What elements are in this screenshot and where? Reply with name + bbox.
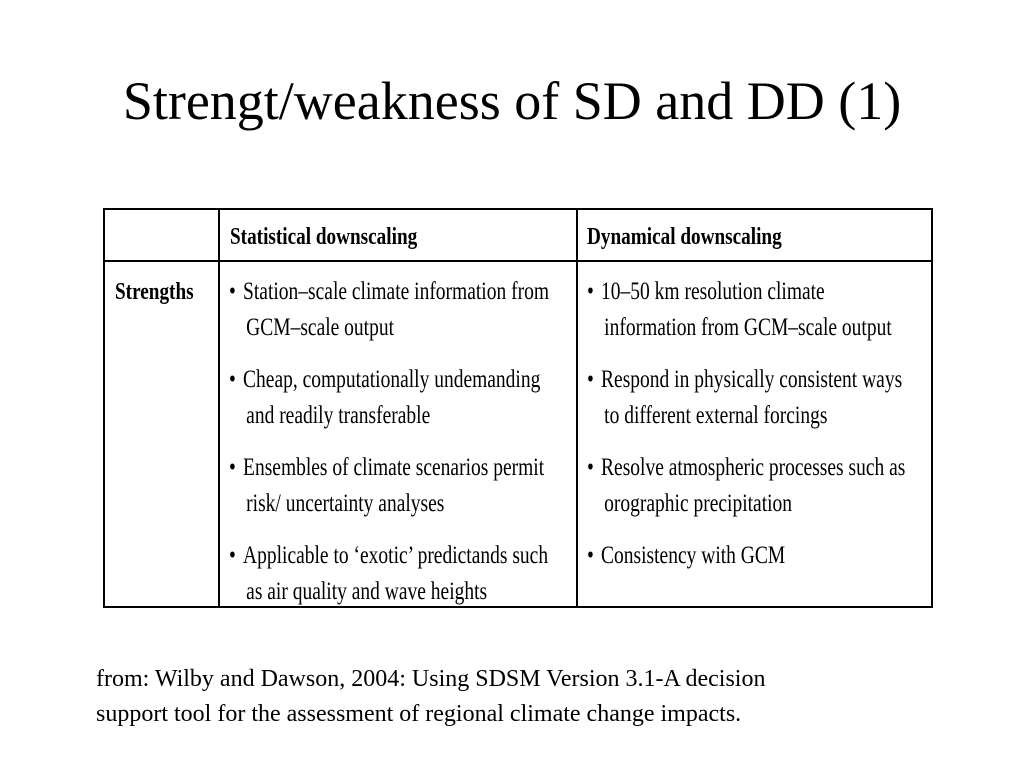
- list-item: • Ensembles of climate scenarios permit r…: [229, 450, 557, 538]
- list-item: • Station–scale climate information from …: [229, 274, 557, 362]
- bullet-icon: •: [229, 454, 236, 481]
- bullet-icon: •: [587, 454, 594, 481]
- header-statistical-downscaling: Statistical downscaling: [230, 224, 418, 250]
- comparison-table: Statistical downscaling Dynamical downsc…: [103, 208, 933, 608]
- bullet-icon: •: [587, 542, 594, 569]
- bullet-icon: •: [229, 366, 236, 393]
- bullet-icon: •: [587, 278, 594, 305]
- source-line: support tool for the assessment of regio…: [96, 701, 742, 727]
- bullet-icon: •: [229, 542, 236, 569]
- table-divider: [576, 210, 578, 606]
- list-item: • Resolve atmospheric processes such as o…: [587, 450, 915, 538]
- statistical-strengths-list: • Station–scale climate information from …: [229, 274, 649, 626]
- list-item: • Applicable to ‘exotic’ predictands such…: [229, 538, 557, 626]
- list-item: • Respond in physically consistent ways t…: [587, 362, 915, 450]
- table-divider: [218, 210, 220, 606]
- slide-title: Strengt/weakness of SD and DD (1): [122, 71, 902, 131]
- list-item: • Consistency with GCM: [587, 538, 915, 626]
- dynamical-strengths-list: • 10–50 km resolution climate information…: [587, 274, 1007, 626]
- header-dynamical-downscaling: Dynamical downscaling: [587, 224, 782, 250]
- source-citation: from: Wilby and Dawson, 2004: Using SDSM…: [96, 662, 936, 732]
- table-divider: [105, 260, 931, 262]
- source-line: from: Wilby and Dawson, 2004: Using SDSM…: [96, 666, 766, 692]
- list-item: • 10–50 km resolution climate information…: [587, 274, 915, 362]
- row-label-strengths: Strengths: [115, 279, 194, 305]
- bullet-icon: •: [229, 278, 236, 305]
- list-item: • Cheap, computationally undemanding and …: [229, 362, 557, 450]
- bullet-icon: •: [587, 366, 594, 393]
